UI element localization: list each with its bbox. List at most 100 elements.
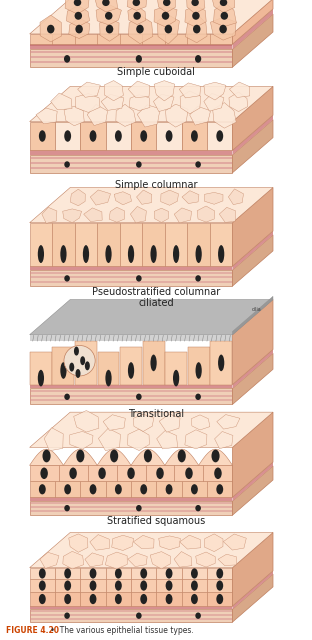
Polygon shape [129,15,153,44]
Ellipse shape [214,467,222,479]
Ellipse shape [221,12,228,20]
Polygon shape [51,93,72,109]
Polygon shape [232,9,273,49]
Polygon shape [207,579,232,592]
Polygon shape [101,94,124,110]
Polygon shape [232,300,273,385]
Polygon shape [30,481,55,497]
Polygon shape [204,193,223,204]
Polygon shape [232,231,273,270]
Polygon shape [36,108,57,124]
Ellipse shape [39,580,46,591]
Polygon shape [120,223,142,266]
Ellipse shape [110,449,118,462]
Polygon shape [98,428,120,451]
Ellipse shape [134,12,141,20]
Ellipse shape [40,467,48,479]
Polygon shape [131,122,156,150]
Polygon shape [30,61,232,63]
Polygon shape [188,223,210,266]
Ellipse shape [212,449,220,462]
Ellipse shape [136,612,142,619]
Polygon shape [30,618,232,620]
Polygon shape [191,415,210,430]
Polygon shape [165,449,199,465]
Polygon shape [80,592,106,606]
Polygon shape [120,347,142,385]
Polygon shape [59,465,88,481]
Polygon shape [229,92,247,111]
Polygon shape [75,341,97,385]
Polygon shape [232,466,273,515]
Ellipse shape [106,25,113,33]
Polygon shape [186,14,207,43]
Polygon shape [70,189,85,206]
Polygon shape [154,81,175,101]
Ellipse shape [60,362,66,379]
Text: Simple cuboidal: Simple cuboidal [117,67,195,77]
Polygon shape [232,235,273,286]
Polygon shape [88,465,117,481]
Ellipse shape [166,580,173,591]
Ellipse shape [38,245,44,263]
Polygon shape [85,553,104,567]
Polygon shape [112,535,134,550]
Polygon shape [157,15,179,44]
Polygon shape [219,207,236,222]
Ellipse shape [127,467,135,479]
Polygon shape [127,0,147,10]
Polygon shape [30,34,232,44]
Polygon shape [154,208,168,223]
Polygon shape [40,15,61,42]
Text: Pseudostratified columnar
ciliated: Pseudostratified columnar ciliated [92,287,220,308]
Polygon shape [161,190,178,205]
Ellipse shape [133,0,140,6]
Ellipse shape [195,394,201,400]
Ellipse shape [90,594,96,604]
Ellipse shape [90,568,96,579]
Ellipse shape [39,484,46,494]
Polygon shape [30,497,232,501]
Polygon shape [232,353,273,404]
Polygon shape [30,614,232,616]
Polygon shape [159,414,180,432]
Ellipse shape [115,580,122,591]
Polygon shape [213,102,236,128]
Polygon shape [134,414,154,431]
Ellipse shape [83,245,89,263]
Polygon shape [210,17,236,40]
Ellipse shape [98,467,106,479]
Polygon shape [182,592,207,606]
Polygon shape [30,167,232,169]
Polygon shape [128,81,150,97]
Polygon shape [100,19,119,41]
Polygon shape [129,95,150,111]
Polygon shape [197,206,215,222]
Polygon shape [174,552,192,567]
Polygon shape [30,155,232,173]
Ellipse shape [64,275,70,282]
Polygon shape [55,568,80,579]
Polygon shape [143,341,164,385]
Polygon shape [207,122,232,150]
Polygon shape [232,462,273,501]
Ellipse shape [115,131,122,141]
Ellipse shape [140,568,147,579]
Polygon shape [137,190,152,204]
Polygon shape [30,51,232,53]
Ellipse shape [216,568,223,579]
Polygon shape [30,390,232,392]
Polygon shape [232,188,273,266]
Polygon shape [30,157,232,159]
Ellipse shape [115,568,122,579]
Polygon shape [174,208,192,223]
Ellipse shape [74,347,79,356]
Polygon shape [30,532,273,568]
Polygon shape [30,162,232,164]
Ellipse shape [128,362,134,379]
Polygon shape [30,188,273,223]
Polygon shape [131,568,156,579]
Polygon shape [157,0,175,12]
Polygon shape [157,431,178,449]
Polygon shape [128,429,149,451]
